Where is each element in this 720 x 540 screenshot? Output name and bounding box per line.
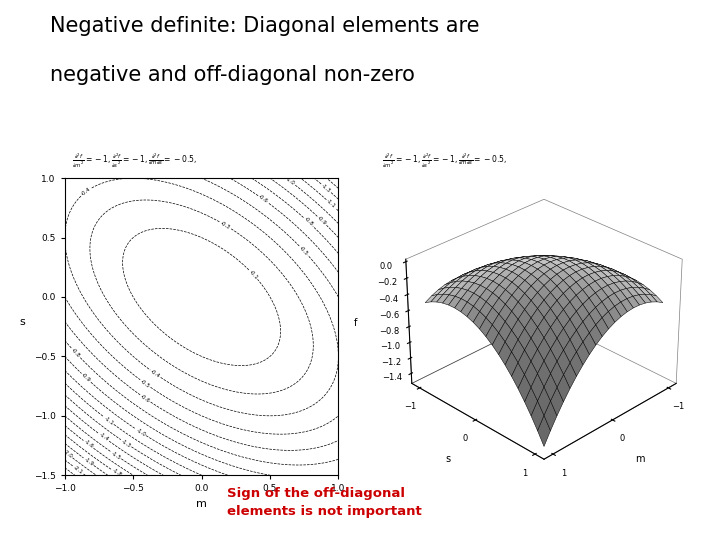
Text: -0.9: -0.9 bbox=[316, 215, 328, 226]
Text: -1.4: -1.4 bbox=[98, 432, 110, 443]
Text: -0.1: -0.1 bbox=[248, 269, 258, 280]
Text: $\frac{\partial^2 f}{\partial m^2}=-1, \frac{\partial^2 f}{\partial s^2}=-1, \fr: $\frac{\partial^2 f}{\partial m^2}=-1, \… bbox=[72, 152, 197, 170]
Text: -0.3: -0.3 bbox=[219, 220, 231, 230]
Text: -0.8: -0.8 bbox=[302, 217, 314, 227]
Y-axis label: s: s bbox=[20, 316, 26, 327]
Text: -0.9: -0.9 bbox=[81, 373, 91, 383]
X-axis label: m: m bbox=[636, 454, 645, 464]
Text: -1.0: -1.0 bbox=[135, 427, 147, 437]
Text: -1.9: -1.9 bbox=[83, 456, 94, 467]
Text: -0.6: -0.6 bbox=[258, 194, 269, 205]
Text: -1.8: -1.8 bbox=[111, 468, 123, 478]
Text: negative and off-diagonal non-zero: negative and off-diagonal non-zero bbox=[50, 65, 415, 85]
Text: -2.1: -2.1 bbox=[73, 465, 84, 475]
X-axis label: m: m bbox=[196, 499, 207, 509]
Text: -0.5: -0.5 bbox=[298, 245, 309, 256]
Text: -0.8: -0.8 bbox=[71, 347, 81, 359]
Text: Sign of the off-diagonal
elements is not important: Sign of the off-diagonal elements is not… bbox=[227, 487, 421, 518]
Text: -1.5: -1.5 bbox=[110, 450, 122, 461]
Y-axis label: s: s bbox=[445, 454, 451, 464]
Text: -1.1: -1.1 bbox=[325, 199, 337, 210]
Text: -1.3: -1.3 bbox=[320, 183, 332, 193]
Text: -2.0: -2.0 bbox=[62, 449, 73, 459]
Text: -1.3: -1.3 bbox=[120, 438, 132, 448]
Text: -1.6: -1.6 bbox=[83, 439, 94, 450]
Text: -1.0: -1.0 bbox=[284, 176, 296, 186]
Text: -0.6: -0.6 bbox=[140, 393, 151, 403]
Text: Negative definite: Diagonal elements are: Negative definite: Diagonal elements are bbox=[50, 16, 480, 36]
Text: $\frac{\partial^2 f}{\partial m^2}=-1, \frac{\partial^2 f}{\partial s^2}=-1, \fr: $\frac{\partial^2 f}{\partial m^2}=-1, \… bbox=[382, 152, 507, 170]
Text: -0.4: -0.4 bbox=[150, 369, 161, 379]
Text: -0.5: -0.5 bbox=[140, 379, 151, 389]
Text: -1.1: -1.1 bbox=[103, 415, 114, 426]
Text: -0.4: -0.4 bbox=[80, 187, 91, 197]
